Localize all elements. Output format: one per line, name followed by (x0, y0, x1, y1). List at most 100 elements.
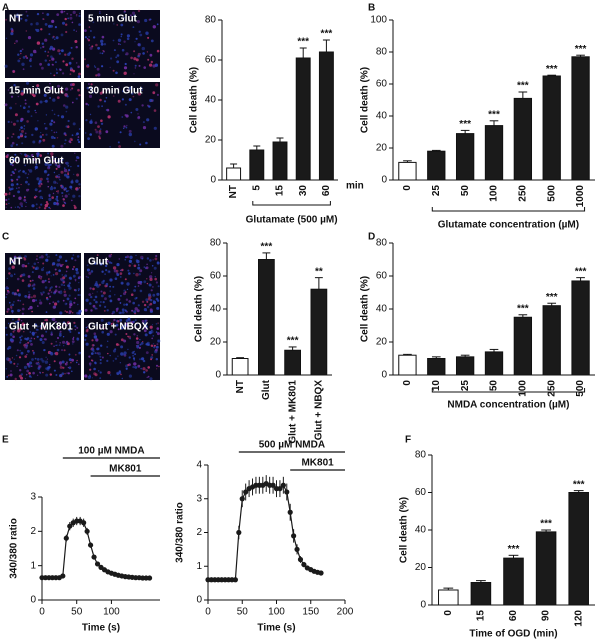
cell (75, 62, 78, 64)
cell (51, 196, 54, 199)
cell (61, 372, 65, 376)
cell (55, 340, 57, 343)
cell (28, 291, 30, 293)
panel-letter: B (368, 3, 375, 14)
bar (571, 280, 590, 376)
cell (41, 66, 44, 70)
cell (14, 206, 16, 208)
cell (88, 271, 92, 275)
cell (125, 298, 129, 301)
cell (27, 169, 30, 171)
cell (54, 161, 58, 165)
cell (99, 377, 102, 379)
cell (31, 271, 34, 274)
cell (77, 164, 80, 168)
cell (13, 358, 15, 360)
line (42, 520, 150, 579)
cell (61, 349, 63, 351)
significance: *** (517, 303, 529, 314)
cell (45, 114, 48, 116)
cell (152, 343, 155, 345)
cell (64, 302, 68, 306)
cell (143, 266, 146, 268)
cell (102, 279, 106, 283)
cell (50, 119, 54, 123)
cell (102, 291, 106, 295)
cell (75, 361, 78, 364)
cell (57, 159, 61, 163)
cell (54, 351, 59, 356)
cell (51, 144, 55, 148)
cell (121, 98, 124, 101)
cell (59, 364, 62, 366)
cell (71, 101, 74, 104)
cell (132, 365, 135, 369)
cell (123, 292, 126, 296)
cell (155, 348, 158, 352)
cell (70, 180, 74, 184)
cell (34, 109, 36, 112)
cell (46, 298, 49, 301)
point (84, 528, 90, 534)
cell (85, 119, 88, 122)
cell (156, 93, 159, 96)
cell (142, 126, 147, 130)
cell (51, 109, 54, 112)
cell (76, 255, 80, 258)
cell (56, 72, 58, 74)
cell (99, 91, 103, 95)
cell (50, 331, 53, 334)
cell (130, 56, 133, 60)
cell (71, 57, 74, 60)
cell (131, 263, 133, 265)
cell (135, 58, 139, 62)
cell (49, 207, 52, 210)
cell (89, 368, 92, 371)
cell (37, 120, 39, 122)
cell (108, 254, 112, 258)
y-tick-label: 20 (376, 143, 388, 154)
cell (147, 366, 150, 369)
cell (27, 328, 30, 330)
cell (52, 301, 55, 304)
cell (34, 165, 38, 169)
cell (84, 338, 87, 341)
cell (148, 283, 152, 287)
cell (137, 9, 141, 13)
cell (5, 198, 8, 202)
cell (114, 333, 117, 336)
cell (16, 178, 19, 181)
cell (67, 366, 69, 369)
cell (24, 265, 28, 268)
cell (109, 66, 111, 68)
cell (65, 161, 69, 165)
cell (153, 109, 157, 112)
x-tick-label: 0 (443, 610, 454, 616)
cell (55, 182, 57, 184)
cell (46, 274, 48, 276)
cell (28, 361, 33, 365)
cell (43, 349, 46, 352)
cell (128, 374, 132, 378)
cell (112, 349, 116, 353)
bar (513, 97, 533, 181)
cell (124, 309, 127, 312)
cell (65, 63, 69, 67)
cell (9, 188, 12, 191)
cell (33, 338, 36, 340)
cell (93, 367, 96, 371)
cell (18, 187, 20, 189)
significance: *** (459, 119, 471, 130)
cell (8, 272, 11, 275)
cell (151, 324, 154, 326)
cell (12, 133, 15, 136)
cell (107, 340, 109, 342)
cell (8, 186, 11, 189)
cell (21, 153, 23, 155)
significance: *** (261, 242, 273, 253)
cell (127, 317, 131, 321)
cell (28, 169, 33, 173)
cell (55, 285, 58, 288)
cell (77, 331, 81, 335)
point (94, 561, 101, 567)
